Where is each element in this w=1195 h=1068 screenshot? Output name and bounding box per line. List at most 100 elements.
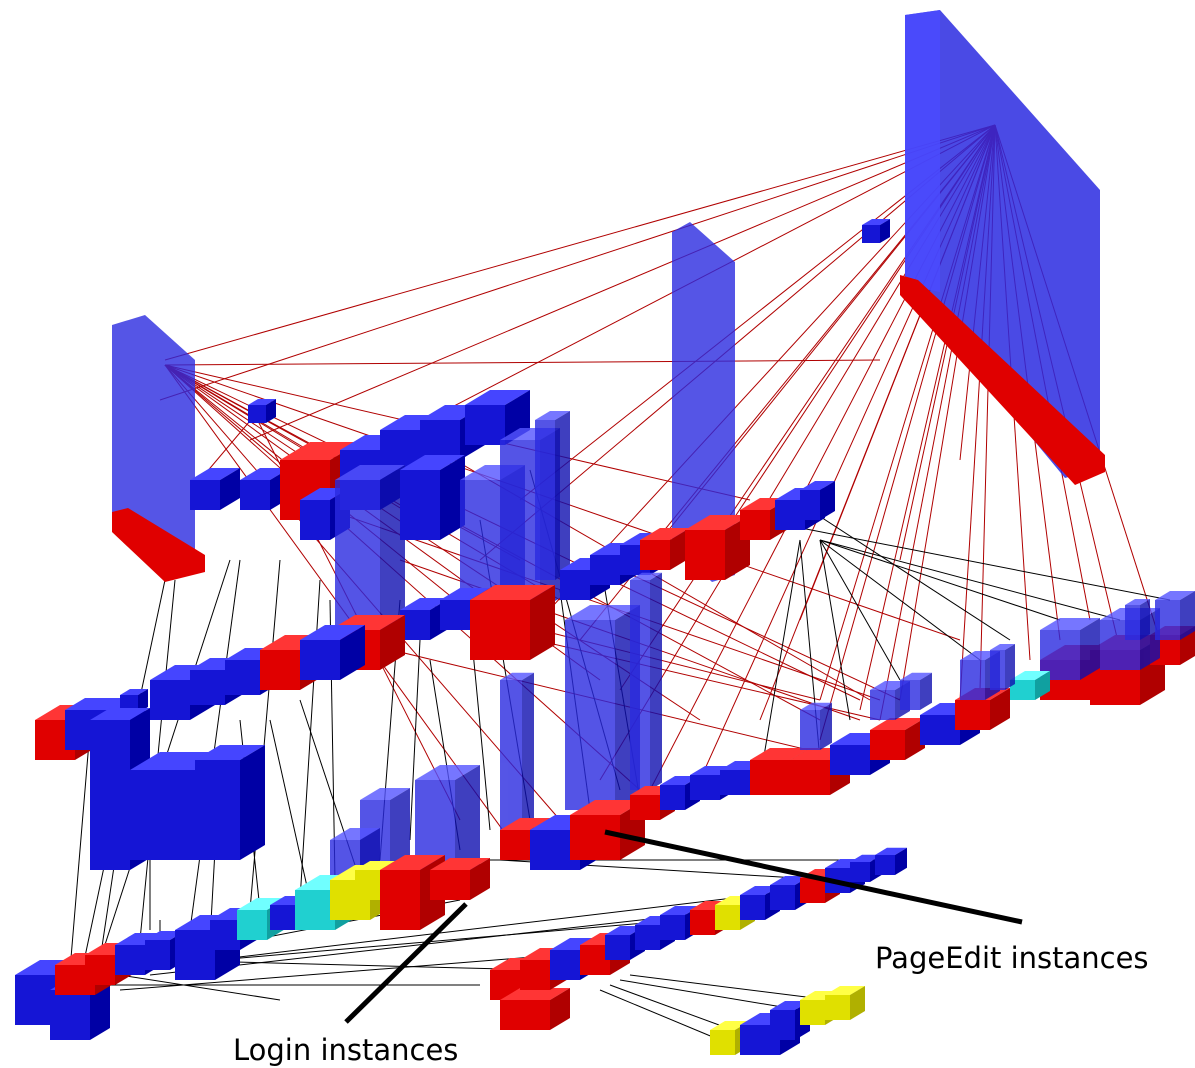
box-face — [685, 530, 725, 580]
link — [165, 360, 880, 365]
stack-wall-face — [905, 10, 940, 292]
box-face — [960, 660, 985, 700]
box-face — [825, 995, 850, 1020]
box-face — [15, 975, 55, 1025]
box-face — [420, 420, 460, 460]
link — [600, 990, 720, 1040]
box-face — [740, 895, 765, 920]
box-face — [955, 700, 990, 730]
link — [820, 540, 1120, 620]
box-face — [50, 990, 90, 1040]
instance-box — [190, 468, 240, 510]
box-face — [270, 905, 295, 930]
instance-box — [1040, 618, 1100, 680]
box-face — [800, 878, 825, 903]
box-face — [550, 950, 580, 980]
box-face — [830, 745, 870, 775]
box-face — [800, 490, 820, 520]
box-face — [870, 730, 905, 760]
box-face — [740, 510, 770, 540]
instance-box — [195, 745, 265, 860]
box-face — [1155, 600, 1180, 640]
link — [70, 730, 90, 970]
box-face — [175, 930, 215, 980]
box-face — [237, 910, 267, 940]
box-face — [870, 690, 895, 720]
link — [270, 720, 310, 900]
instance-box — [870, 718, 925, 760]
box-face — [465, 405, 505, 445]
box-face — [500, 680, 522, 840]
instance-box — [470, 585, 555, 660]
box-face — [470, 600, 530, 660]
box-face — [690, 910, 715, 935]
link — [160, 125, 995, 400]
box-face — [635, 925, 660, 950]
pointer — [605, 832, 1022, 922]
box-face — [210, 920, 240, 950]
box-face — [190, 670, 225, 705]
box-face — [590, 555, 620, 585]
box-side — [1005, 644, 1015, 690]
instance-box — [1155, 591, 1195, 640]
box-face — [850, 862, 870, 882]
box-face — [248, 405, 266, 423]
instance-box — [500, 988, 570, 1030]
annotation: Login instances — [233, 1033, 458, 1067]
box-face — [800, 710, 820, 750]
box-face — [862, 225, 880, 243]
box-face — [195, 760, 240, 860]
box-face — [430, 870, 470, 900]
instance-box — [862, 219, 890, 243]
box-face — [380, 870, 420, 930]
instance-box — [248, 399, 276, 423]
instance-box — [800, 481, 835, 520]
box-face — [1125, 605, 1140, 640]
instance-box — [1125, 599, 1150, 640]
box-face — [770, 885, 795, 910]
box-face — [565, 620, 615, 810]
box-face — [660, 785, 685, 810]
box-face — [640, 540, 670, 570]
box-face — [150, 680, 190, 720]
box-face — [790, 760, 830, 795]
box-face — [145, 940, 170, 970]
box-face — [560, 570, 590, 600]
box-face — [690, 775, 720, 800]
box-face — [630, 795, 660, 820]
instance-box — [500, 673, 534, 840]
box-face — [800, 1000, 825, 1025]
box-face — [500, 830, 530, 860]
box-face — [630, 580, 650, 790]
box-face — [500, 1000, 550, 1030]
box-face — [85, 955, 115, 985]
box-face — [295, 890, 335, 930]
scene: PageEdit instances Login instances — [0, 0, 1195, 1068]
box-face — [300, 640, 340, 680]
instance-box — [900, 673, 932, 710]
box-face — [300, 500, 330, 540]
box-face — [715, 905, 740, 930]
link — [630, 975, 830, 1000]
box-face — [190, 480, 220, 510]
box-face — [875, 855, 895, 875]
box-face — [900, 680, 920, 710]
box-face — [520, 960, 550, 990]
box-side — [240, 745, 265, 860]
page: PageEdit instances Login instances (() =… — [0, 0, 1195, 1068]
box-face — [570, 815, 620, 860]
box-face — [225, 660, 260, 695]
box-side — [650, 573, 662, 790]
box-side — [555, 411, 570, 580]
link — [250, 125, 995, 440]
annotation: PageEdit instances — [875, 941, 1149, 975]
box-face — [440, 600, 470, 630]
box-side — [820, 703, 832, 750]
box-face — [605, 935, 630, 960]
box-side — [522, 673, 534, 840]
box-face — [535, 420, 555, 580]
link — [300, 580, 320, 900]
box-face — [920, 715, 960, 745]
box-face — [720, 770, 750, 795]
box-face — [400, 470, 440, 540]
